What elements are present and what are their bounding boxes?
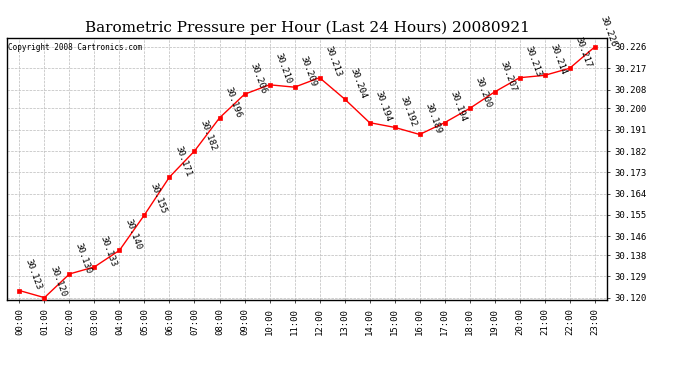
Text: 30.155: 30.155 [148,182,168,216]
Text: Copyright 2008 Cartronics.com: Copyright 2008 Cartronics.com [8,43,142,52]
Text: 30.226: 30.226 [599,14,618,48]
Text: 30.189: 30.189 [424,102,443,135]
Text: 30.123: 30.123 [23,258,43,291]
Text: 30.206: 30.206 [248,62,268,95]
Text: 30.194: 30.194 [374,90,393,123]
Text: 30.192: 30.192 [399,94,418,128]
Text: 30.196: 30.196 [224,85,243,118]
Text: 30.200: 30.200 [474,76,493,109]
Text: 30.120: 30.120 [48,265,68,298]
Text: 30.210: 30.210 [274,52,293,86]
Text: 30.209: 30.209 [299,54,318,88]
Text: 30.214: 30.214 [549,43,569,76]
Text: 30.171: 30.171 [174,144,193,178]
Text: 30.213: 30.213 [524,45,543,78]
Text: 30.133: 30.133 [99,234,118,267]
Text: 30.217: 30.217 [574,36,593,69]
Text: 30.213: 30.213 [324,45,343,78]
Text: 30.182: 30.182 [199,118,218,152]
Text: 30.194: 30.194 [448,90,469,123]
Text: 30.130: 30.130 [74,241,93,274]
Text: 30.207: 30.207 [499,59,518,93]
Text: 30.140: 30.140 [124,217,143,251]
Text: 30.204: 30.204 [348,66,368,100]
Title: Barometric Pressure per Hour (Last 24 Hours) 20080921: Barometric Pressure per Hour (Last 24 Ho… [85,21,529,35]
